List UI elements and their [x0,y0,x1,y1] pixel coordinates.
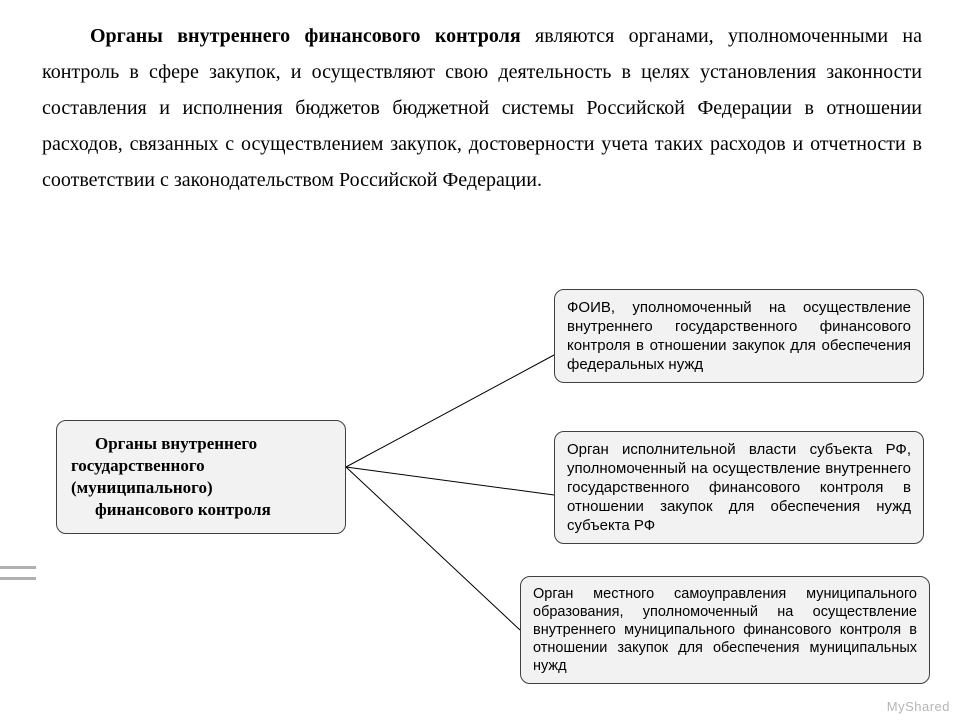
target-node-1: ФОИВ, уполномоченный на осуществление вн… [554,289,924,383]
source-line2: государственного [71,455,331,477]
watermark: MyShared [887,699,950,714]
target-node-3: Орган местного самоуправления муниципаль… [520,576,930,684]
intro-paragraph: Органы внутреннего финансового контроля … [42,18,922,198]
source-line3: (муниципального) [71,477,331,499]
source-line1: Органы внутреннего [71,433,331,455]
source-line4: финансового контроля [71,499,331,521]
intro-rest: являются органами, уполномоченными на ко… [42,25,922,191]
intro-bold: Органы внутреннего финансового контроля [90,25,521,47]
target-node-2: Орган исполнительной власти субъекта РФ,… [554,431,924,544]
source-node: Органы внутреннего государственного (мун… [56,420,346,534]
left-corner-decoration [0,566,36,580]
